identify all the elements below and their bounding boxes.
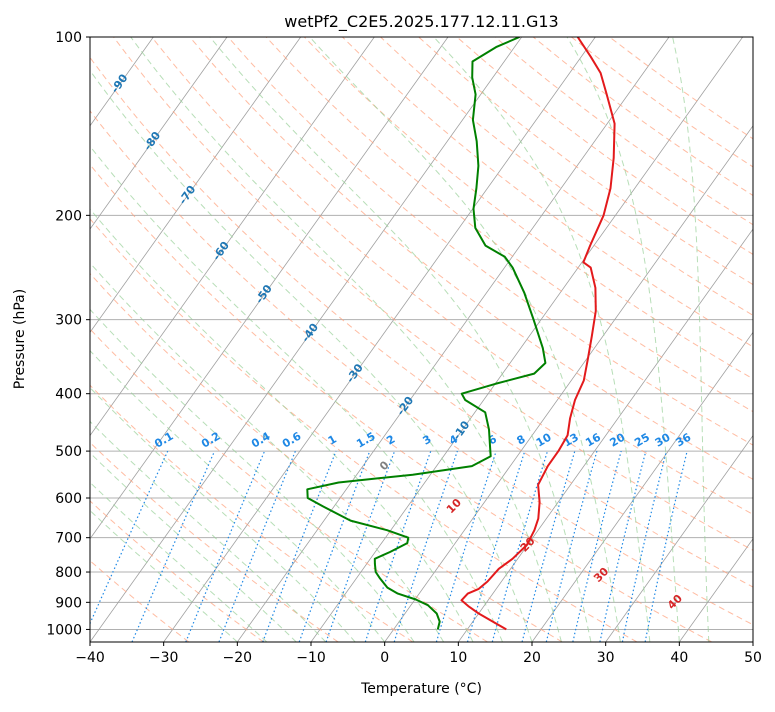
x-axis-label: Temperature (°C) xyxy=(360,681,482,697)
y-tick-label: 400 xyxy=(55,387,82,403)
y-tick-label: 200 xyxy=(55,208,82,224)
y-tick-label: 700 xyxy=(55,531,82,547)
y-tick-label: 500 xyxy=(55,444,82,460)
x-tick-label: 20 xyxy=(523,650,541,666)
chart-title: wetPf2_C2E5.2025.177.12.11.G13 xyxy=(284,12,558,32)
x-tick-label: −40 xyxy=(75,650,105,666)
y-tick-label: 300 xyxy=(55,313,82,329)
x-tick-label: 40 xyxy=(670,650,688,666)
x-tick-label: 0 xyxy=(380,650,389,666)
x-tick-label: −10 xyxy=(296,650,326,666)
x-tick-label: 30 xyxy=(597,650,615,666)
x-tick-label: −20 xyxy=(223,650,253,666)
y-tick-label: 100 xyxy=(55,30,82,46)
y-tick-label: 600 xyxy=(55,491,82,507)
x-tick-label: 10 xyxy=(449,650,467,666)
y-tick-label: 1000 xyxy=(46,622,82,638)
y-axis-label: Pressure (hPa) xyxy=(12,289,28,389)
x-tick-label: −30 xyxy=(149,650,179,666)
y-tick-label: 800 xyxy=(55,565,82,581)
y-tick-label: 900 xyxy=(55,595,82,611)
x-tick-label: 50 xyxy=(744,650,762,666)
